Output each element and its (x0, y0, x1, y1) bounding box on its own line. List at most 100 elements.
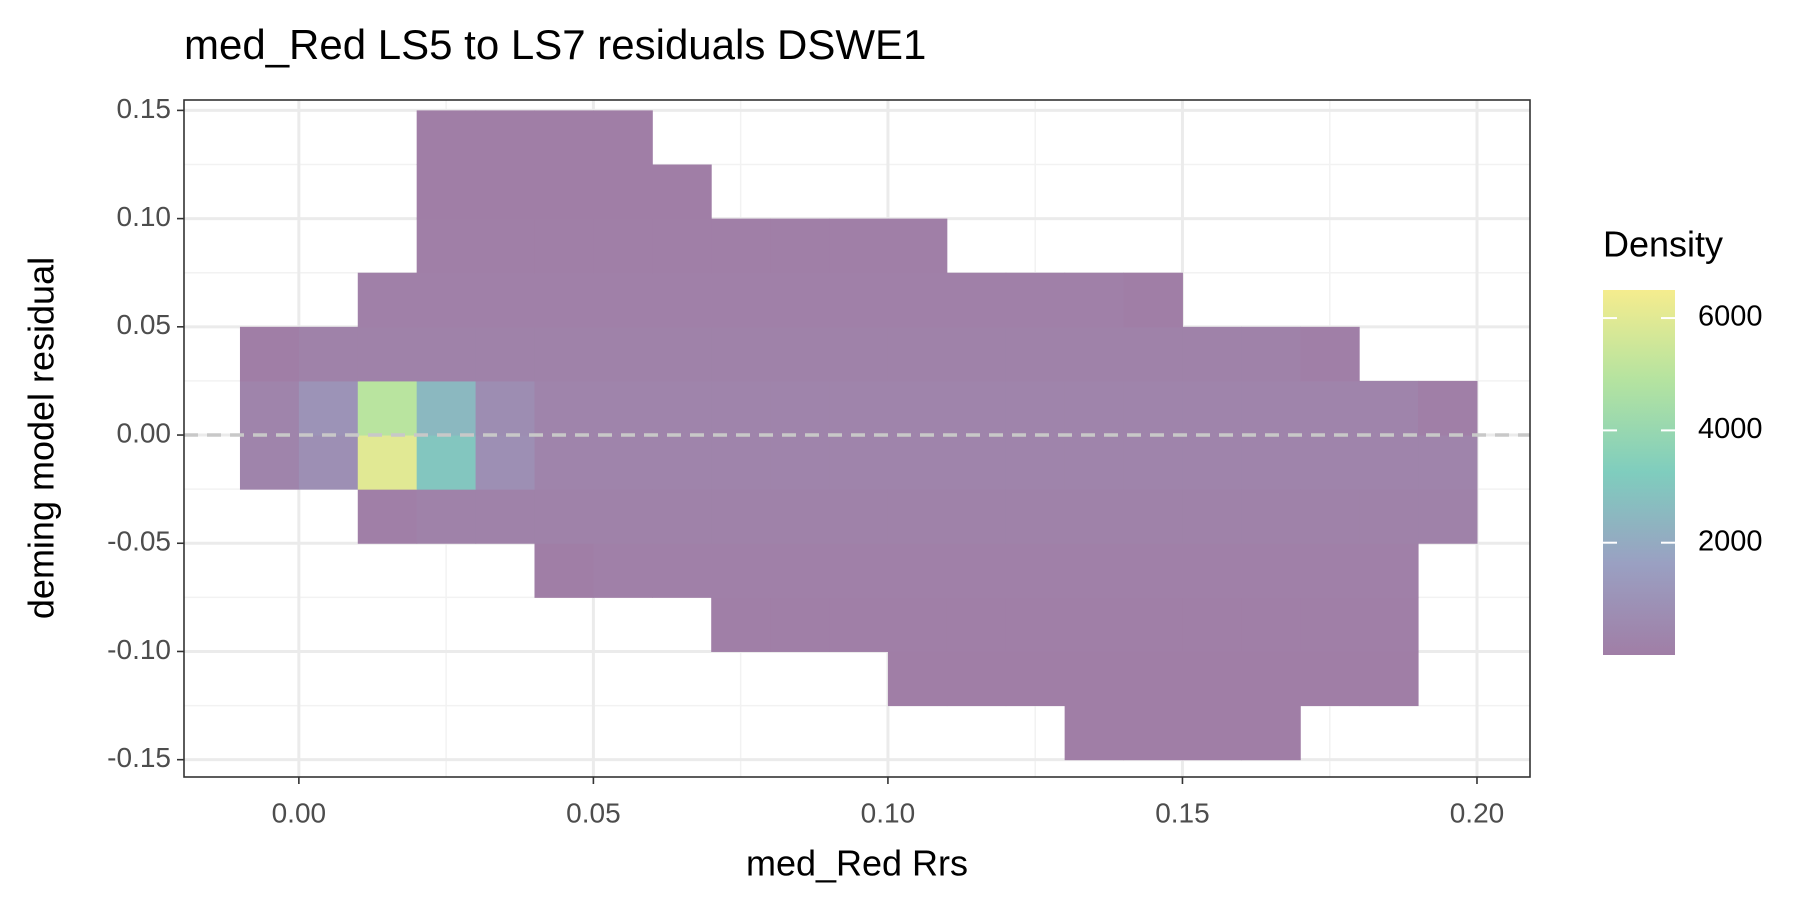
colorbar (1603, 290, 1675, 655)
density-cell (1005, 489, 1066, 544)
density-cell (829, 380, 889, 436)
density-cell (1005, 380, 1066, 436)
density-cell (1123, 272, 1183, 328)
x-tick-label: 0.05 (566, 797, 621, 828)
density-cell (770, 489, 830, 544)
density-cell (416, 380, 477, 436)
y-axis-title: deming model residual (21, 257, 62, 619)
density-cell (1359, 651, 1419, 707)
density-cell (1359, 489, 1419, 544)
x-tick-label: 0.00 (272, 797, 327, 828)
density-cell (534, 380, 594, 436)
y-tick-label: 0.15 (117, 93, 172, 124)
density-cell (593, 543, 653, 598)
density-cell (829, 326, 889, 382)
density-cell (829, 597, 889, 652)
y-tick-label: 0.00 (117, 417, 172, 448)
density-cell (1064, 543, 1125, 598)
density-cell (593, 380, 653, 436)
density-cell (829, 435, 889, 490)
density-cell (357, 380, 418, 436)
y-tick-label: 0.05 (117, 309, 172, 340)
density-cell (1241, 543, 1301, 598)
density-cell (711, 272, 771, 328)
density-cell (1064, 272, 1125, 328)
density-cell (239, 380, 300, 436)
density-cell (1182, 543, 1242, 598)
x-tick-label: 0.20 (1450, 797, 1505, 828)
legend-tick-label: 2000 (1698, 525, 1763, 557)
density-cell (357, 272, 418, 328)
density-cell (593, 164, 653, 220)
density-cell (887, 272, 948, 328)
density-cell (1359, 597, 1419, 652)
density-cell (770, 435, 830, 490)
density-cell (1123, 435, 1183, 490)
density-cell (770, 326, 830, 382)
x-axis-title: med_Red Rrs (746, 843, 968, 884)
density-cell (475, 272, 535, 328)
density-cell (1241, 489, 1301, 544)
density-cell (1300, 489, 1360, 544)
density-cell (1123, 651, 1183, 707)
density-cell (534, 435, 594, 490)
density-cell (887, 651, 948, 707)
density-cell (475, 218, 535, 274)
density-cell (711, 380, 771, 436)
density-cell (1005, 651, 1066, 707)
density-cell (652, 326, 712, 382)
density-cell (298, 326, 359, 382)
density-cell (946, 543, 1007, 598)
density-cell (1241, 705, 1301, 761)
density-cell (1064, 380, 1125, 436)
density-cell (593, 326, 653, 382)
density-cell (1005, 326, 1066, 382)
density-cell (416, 110, 477, 165)
density-cell (1241, 597, 1301, 652)
density-cell (239, 435, 300, 490)
x-tick-label: 0.10 (861, 797, 916, 828)
density-cell (946, 272, 1007, 328)
density-cell (1300, 326, 1360, 382)
density-cell (475, 380, 535, 436)
density-cell (770, 543, 830, 598)
density-cell (1300, 435, 1360, 490)
density-cell (711, 326, 771, 382)
density-cell (1182, 326, 1242, 382)
density-cell (416, 164, 477, 220)
density-cell (652, 218, 712, 274)
y-tick-label: -0.10 (107, 634, 171, 665)
x-tick-label: 0.15 (1155, 797, 1210, 828)
density-cell (652, 164, 712, 220)
density-cell (829, 489, 889, 544)
density-cell (1005, 435, 1066, 490)
density-cell (711, 435, 771, 490)
density-cell (887, 597, 948, 652)
chart-title: med_Red LS5 to LS7 residuals DSWE1 (184, 21, 926, 68)
density-cell (593, 272, 653, 328)
density-cell (1182, 705, 1242, 761)
density-cell (1123, 597, 1183, 652)
density-cell (711, 218, 771, 274)
density-cell (1064, 326, 1125, 382)
density-cell (1064, 705, 1125, 761)
density-cell (887, 326, 948, 382)
density-cell (1064, 651, 1125, 707)
density-cell (1300, 380, 1360, 436)
density-cell (593, 110, 653, 165)
density-cell (1182, 435, 1242, 490)
density-cell (1123, 380, 1183, 436)
density-cell (534, 164, 594, 220)
density-cell (1418, 489, 1478, 544)
density-cell (770, 272, 830, 328)
density-cell (1241, 380, 1301, 436)
density-cell (887, 489, 948, 544)
density-cell (1064, 597, 1125, 652)
density-cell (946, 489, 1007, 544)
density-cell (416, 326, 477, 382)
density-cell (770, 597, 830, 652)
density-cell (416, 435, 477, 490)
density-cell (829, 272, 889, 328)
density-cell (475, 489, 535, 544)
density-cell (1359, 435, 1419, 490)
